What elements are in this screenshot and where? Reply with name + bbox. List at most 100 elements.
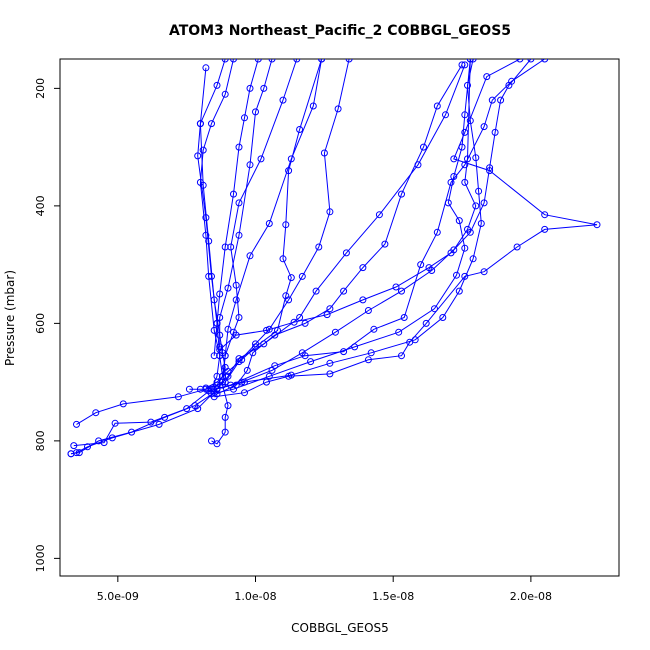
data-point	[464, 155, 471, 163]
data-point	[243, 366, 251, 374]
data-point	[359, 264, 367, 272]
data-point	[340, 287, 348, 295]
x-tick-label: 1.5e-08	[372, 590, 414, 603]
data-point	[480, 123, 488, 131]
series-line	[76, 59, 234, 425]
data-point	[202, 64, 210, 72]
series-line	[70, 64, 466, 455]
data-point	[213, 81, 221, 89]
data-point	[433, 102, 441, 110]
x-tick-label: 1.0e-08	[234, 590, 276, 603]
data-point	[230, 59, 237, 63]
series-line	[222, 59, 298, 377]
data-point	[213, 440, 221, 448]
data-point	[420, 143, 427, 151]
data-point	[246, 84, 254, 92]
y-tick-label: 600	[34, 313, 47, 334]
data-point	[364, 356, 372, 364]
data-point	[232, 296, 240, 304]
data-point	[235, 314, 243, 321]
data-point	[196, 120, 204, 128]
y-tick-label: 1000	[34, 544, 47, 572]
data-point	[392, 283, 400, 291]
data-point	[442, 111, 449, 119]
data-point	[453, 271, 460, 279]
data-point	[221, 413, 229, 421]
data-point	[513, 243, 521, 251]
data-point	[541, 225, 549, 233]
data-point	[323, 311, 331, 319]
data-point	[279, 255, 287, 263]
y-tick-label: 200	[34, 78, 47, 99]
data-point	[447, 249, 455, 257]
data-point	[461, 128, 469, 136]
series-line	[219, 59, 273, 347]
data-point	[216, 314, 224, 321]
data-point	[461, 161, 469, 169]
data-point	[398, 190, 405, 198]
data-point	[213, 378, 221, 386]
data-point	[431, 305, 438, 313]
data-point	[246, 161, 254, 169]
series-line	[211, 59, 471, 395]
data-point	[257, 155, 265, 163]
data-point	[224, 325, 232, 333]
data-point	[128, 428, 136, 436]
series-line	[213, 59, 259, 356]
data-point	[202, 231, 210, 239]
data-point	[221, 352, 229, 360]
series-line	[205, 59, 323, 389]
data-point	[268, 59, 276, 63]
data-point	[455, 287, 463, 295]
data-point	[265, 220, 273, 227]
data-point	[326, 305, 334, 313]
x-axis: 5.0e-09 1.0e-08 1.5e-08 2.0e-08	[97, 575, 552, 603]
data-point	[230, 328, 237, 336]
data-point	[469, 255, 477, 263]
data-point	[285, 372, 293, 380]
data-point	[290, 318, 298, 326]
data-point	[210, 352, 218, 360]
data-point	[326, 359, 334, 367]
data-point	[73, 449, 80, 457]
data-point	[342, 249, 350, 257]
data-point	[307, 358, 315, 366]
data-point	[221, 428, 229, 436]
y-tick-label: 800	[34, 430, 47, 451]
series-line	[189, 59, 477, 390]
data-point	[194, 405, 202, 413]
data-point	[202, 384, 210, 392]
data-point	[216, 343, 224, 351]
data-point	[395, 328, 403, 336]
data-point	[213, 390, 221, 398]
data-point	[70, 442, 78, 450]
x-axis-label: COBBGL_GEOS5	[291, 621, 389, 635]
data-point	[461, 178, 469, 186]
data-point	[224, 368, 232, 375]
data-point	[246, 252, 254, 260]
data-point	[202, 214, 210, 222]
data-point	[232, 281, 240, 289]
data-point	[398, 352, 405, 360]
data-point	[298, 272, 306, 280]
data-point	[508, 77, 516, 85]
data-point	[320, 149, 328, 157]
data-point	[155, 420, 163, 428]
data-point	[205, 272, 213, 280]
data-point	[417, 261, 425, 269]
data-point	[241, 114, 248, 122]
data-point	[318, 59, 326, 63]
data-point	[326, 370, 334, 378]
data-point	[161, 413, 169, 421]
data-point	[450, 155, 458, 163]
data-point	[265, 372, 273, 380]
data-point	[593, 221, 601, 229]
data-point	[461, 272, 469, 280]
data-point	[406, 338, 414, 346]
y-axis: 200 400 600 800 1000	[34, 78, 61, 572]
data-point	[447, 178, 455, 186]
data-point	[472, 154, 480, 162]
data-point	[227, 381, 235, 389]
data-point	[309, 102, 317, 110]
y-tick-label: 400	[34, 195, 47, 216]
